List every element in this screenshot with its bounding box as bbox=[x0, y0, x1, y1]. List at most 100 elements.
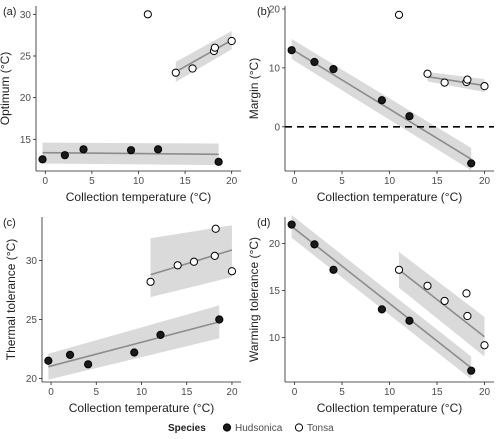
y-tick-label: 0 bbox=[274, 122, 280, 133]
x-tick-label: 5 bbox=[339, 176, 345, 187]
data-point-hudsonica bbox=[44, 356, 53, 365]
y-tick-label: 10 bbox=[269, 63, 281, 74]
data-point-hudsonica bbox=[153, 145, 163, 154]
data-point-tonsa bbox=[146, 277, 155, 286]
legend-marker-tonsa bbox=[294, 423, 304, 432]
y-tick-label: 20 bbox=[26, 374, 38, 385]
data-point-hudsonica bbox=[156, 330, 165, 339]
x-tick-label: 10 bbox=[384, 176, 396, 187]
data-point-hudsonica bbox=[329, 64, 338, 74]
data-point-hudsonica bbox=[287, 220, 296, 229]
x-tick-label: 15 bbox=[431, 176, 443, 187]
data-point-hudsonica bbox=[84, 360, 93, 369]
legend: Species Hudsonica Tonsa bbox=[168, 423, 334, 434]
panel-tag: (c) bbox=[3, 217, 16, 229]
y-tick-label: 20 bbox=[269, 239, 281, 250]
confidence-band-tonsa bbox=[427, 72, 485, 93]
x-tick-label: 20 bbox=[479, 387, 491, 398]
x-tick-label: 15 bbox=[180, 176, 192, 187]
data-point-hudsonica bbox=[467, 159, 476, 168]
x-axis-title: Collection temperature (°C) bbox=[317, 401, 463, 415]
legend-title: Species bbox=[168, 423, 206, 434]
data-point-tonsa bbox=[480, 341, 489, 350]
y-axis-title: Margin (°C) bbox=[247, 58, 261, 119]
y-tick-label: 25 bbox=[20, 52, 32, 63]
data-point-hudsonica bbox=[329, 265, 338, 274]
data-point-hudsonica bbox=[65, 350, 75, 359]
x-tick-label: 5 bbox=[89, 176, 95, 187]
data-point-tonsa bbox=[463, 311, 472, 321]
panel-tag: (b) bbox=[257, 6, 270, 18]
data-point-hudsonica bbox=[310, 240, 319, 249]
data-point-hudsonica bbox=[287, 46, 296, 55]
data-point-hudsonica bbox=[405, 112, 414, 121]
x-tick-label: 20 bbox=[226, 176, 238, 187]
data-point-tonsa bbox=[210, 251, 219, 260]
panel-a: 0 5 10 15 20 15 20 25 30 Collection temperature (… bbox=[0, 6, 241, 204]
x-tick-label: 20 bbox=[226, 387, 238, 398]
data-point-tonsa bbox=[463, 75, 472, 84]
data-point-tonsa bbox=[227, 36, 236, 46]
data-point-tonsa bbox=[394, 10, 404, 19]
data-point-hudsonica bbox=[310, 57, 319, 67]
fit-line-tonsa bbox=[175, 39, 233, 73]
fit-line-hudsonica bbox=[48, 321, 220, 368]
data-point-tonsa bbox=[211, 224, 220, 233]
legend-label-tonsa: Tonsa bbox=[307, 423, 334, 434]
y-tick-label: 30 bbox=[20, 10, 32, 21]
y-tick-label: 10 bbox=[269, 333, 281, 344]
data-point-tonsa bbox=[480, 82, 489, 91]
x-axis-title: Collection temperature (°C) bbox=[317, 190, 463, 204]
data-point-tonsa bbox=[171, 68, 180, 77]
x-axis-title: Collection temperature (°C) bbox=[69, 401, 215, 415]
data-point-hudsonica bbox=[405, 316, 414, 325]
y-axis-title: Optimum (°C) bbox=[0, 52, 12, 125]
data-point-hudsonica bbox=[215, 315, 224, 324]
data-point-hudsonica bbox=[214, 157, 223, 166]
legend-label-hudsonica: Hudsonica bbox=[235, 423, 283, 434]
x-tick-label: 15 bbox=[181, 387, 193, 398]
panel-b: 0 5 10 15 20 0 10 20 Collection temperature (°C)… bbox=[247, 4, 494, 204]
data-point-tonsa bbox=[394, 265, 404, 274]
x-tick-label: 10 bbox=[133, 176, 145, 187]
x-tick-label: 20 bbox=[479, 176, 491, 187]
y-tick-label: 20 bbox=[269, 4, 281, 15]
data-point-hudsonica bbox=[60, 151, 69, 160]
data-point-tonsa bbox=[423, 69, 432, 78]
data-point-tonsa bbox=[189, 257, 199, 266]
data-point-hudsonica bbox=[79, 145, 88, 154]
confidence-band-hudsonica bbox=[48, 305, 220, 380]
x-tick-label: 10 bbox=[136, 387, 148, 398]
legend-marker-hudsonica bbox=[222, 423, 232, 432]
data-point-hudsonica bbox=[377, 96, 386, 105]
data-point-hudsonica bbox=[130, 348, 139, 357]
y-tick-label: 15 bbox=[269, 286, 281, 297]
x-tick-label: 5 bbox=[339, 387, 345, 398]
data-point-tonsa bbox=[423, 281, 432, 290]
x-axis-title: Collection temperature (°C) bbox=[66, 190, 212, 204]
data-point-tonsa bbox=[188, 64, 197, 73]
data-point-hudsonica bbox=[38, 155, 47, 164]
y-tick-label: 20 bbox=[20, 93, 32, 104]
data-point-tonsa bbox=[210, 43, 220, 52]
x-tick-label: 15 bbox=[431, 387, 443, 398]
x-tick-label: 0 bbox=[48, 387, 54, 398]
data-point-tonsa bbox=[440, 296, 449, 306]
data-point-tonsa bbox=[440, 78, 449, 87]
data-point-hudsonica bbox=[126, 146, 136, 155]
x-tick-label: 5 bbox=[93, 387, 99, 398]
y-axis-title: Thermal tolerance (°C) bbox=[4, 239, 18, 361]
panel-c: 0 5 10 15 20 20 25 30 Collection temperature (°C… bbox=[3, 217, 241, 415]
fit-line-tonsa bbox=[427, 75, 485, 87]
data-point-hudsonica bbox=[467, 366, 476, 375]
data-point-tonsa bbox=[227, 267, 237, 276]
fit-line-hudsonica bbox=[291, 225, 472, 369]
data-point-tonsa bbox=[462, 289, 471, 298]
x-tick-label: 0 bbox=[292, 176, 298, 187]
panel-tag: (a) bbox=[3, 6, 16, 18]
panel-tag: (d) bbox=[257, 217, 270, 229]
y-tick-label: 30 bbox=[26, 256, 38, 267]
data-point-hudsonica bbox=[377, 305, 386, 314]
y-tick-label: 25 bbox=[26, 315, 38, 326]
